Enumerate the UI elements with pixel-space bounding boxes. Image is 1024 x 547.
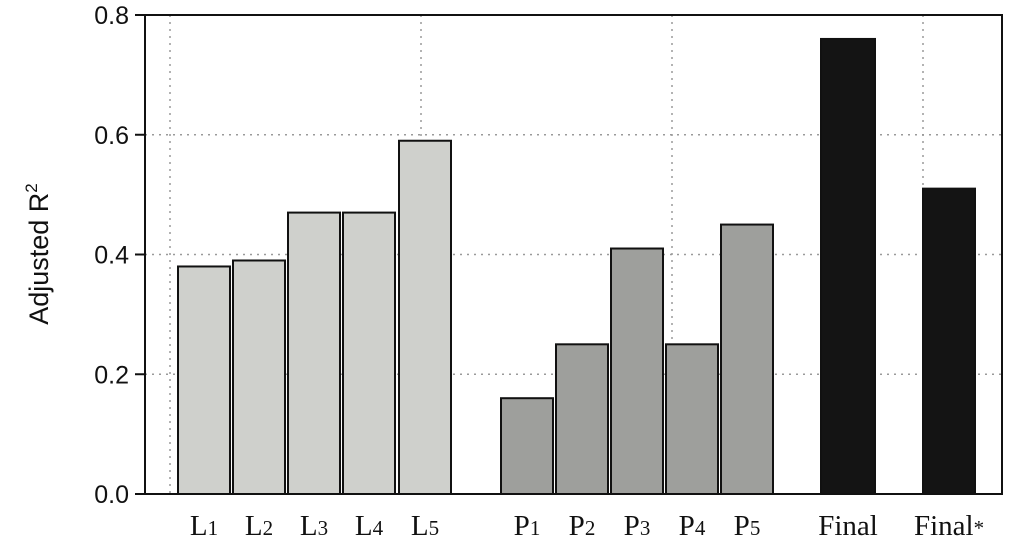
x-tick-label-main: P — [624, 510, 640, 542]
bar-l5 — [398, 139, 452, 496]
x-tick-label-sub: 5 — [429, 516, 440, 540]
x-tick-label-main: P — [514, 510, 530, 542]
y-tick-label: 0.8 — [94, 2, 129, 30]
bar-p1 — [500, 397, 554, 496]
x-tick-label-main: P — [679, 510, 695, 542]
y-tick-label: 0.2 — [94, 361, 129, 389]
x-tick-label-main: L — [411, 510, 429, 542]
x-tick-label-sub: 2 — [585, 516, 596, 540]
bar-l1 — [177, 265, 231, 495]
y-tick-label: 0.6 — [94, 122, 129, 150]
y-axis-label-text: Adjusted R — [24, 193, 54, 325]
x-tick-label-main: L — [355, 510, 373, 542]
x-tick-label-main: L — [245, 510, 263, 542]
bar-l3 — [287, 211, 341, 495]
x-tick-label-sub: * — [974, 516, 985, 540]
x-tick-label-sub: 1 — [208, 516, 219, 540]
y-axis-ticks: 0.0 0.2 0.4 0.6 0.8 — [94, 2, 145, 509]
x-tick-label-main: Final — [914, 510, 974, 542]
bar-final-star — [922, 187, 976, 495]
x-tick-label-main: L — [300, 510, 318, 542]
x-tick-label: Final — [818, 510, 878, 542]
x-tick-label: L3 — [300, 510, 328, 542]
y-axis-label-superscript: 2 — [22, 183, 41, 192]
x-tick-label: L4 — [355, 510, 384, 542]
y-axis-label: Adjusted R2 — [22, 183, 54, 325]
x-tick-label-sub: 2 — [263, 516, 274, 540]
x-tick-label: P3 — [624, 510, 651, 542]
x-tick-label-main: P — [734, 510, 750, 542]
x-tick-label: L1 — [190, 510, 218, 542]
x-tick-label-sub: 4 — [695, 516, 706, 540]
x-tick-label-sub: 5 — [750, 516, 761, 540]
bar-p4 — [665, 343, 719, 495]
x-tick-label: P2 — [569, 510, 596, 542]
x-tick-label-sub: 4 — [373, 516, 384, 540]
x-tick-label: P5 — [734, 510, 761, 542]
x-tick-label: L5 — [411, 510, 439, 542]
x-tick-label-sub: 3 — [318, 516, 329, 540]
x-tick-label-main: L — [190, 510, 208, 542]
x-axis-labels: L1 L2 L3 L4 L5 P1 P2 P3 P4 P5 Final Final* — [190, 510, 984, 542]
x-tick-label: P1 — [514, 510, 541, 542]
bar-l4 — [342, 211, 396, 495]
y-tick-label: 0.4 — [94, 242, 129, 270]
bars — [177, 37, 976, 496]
x-tick-label-sub: 3 — [640, 516, 651, 540]
bar-p3 — [610, 247, 664, 495]
x-tick-label: P4 — [679, 510, 706, 542]
y-tick-label: 0.0 — [94, 481, 129, 509]
bar-p2 — [555, 343, 609, 495]
x-tick-label-sub: 1 — [530, 516, 541, 540]
x-tick-label: Final* — [914, 510, 984, 542]
x-tick-label-main: P — [569, 510, 585, 542]
x-tick-label: L2 — [245, 510, 273, 542]
bar-final — [820, 37, 876, 495]
x-tick-label-main: Final — [818, 510, 878, 542]
bar-p5 — [720, 223, 774, 495]
bar-l2 — [232, 259, 286, 495]
